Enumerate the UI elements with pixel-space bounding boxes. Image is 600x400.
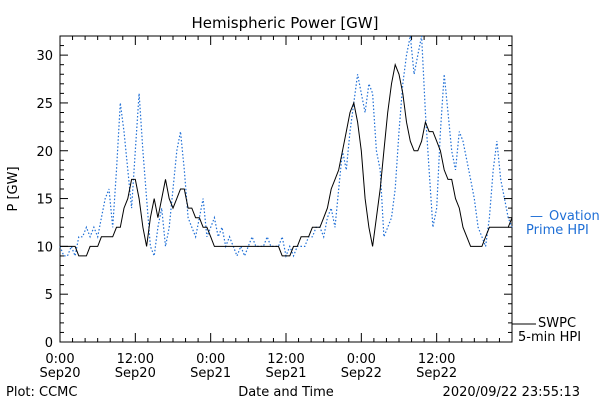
x-tick-label-date: Sep22 [416,366,457,381]
y-tick-label: 10 [36,240,53,255]
x-tick-label-date: Sep21 [265,366,306,381]
legend-swpc-line1: SWPC [538,316,576,331]
legend-ovation: — Ovation Prime HPI [526,209,600,238]
y-axis: 0 5 10 15 20 25 30 [36,35,512,351]
plot-frame [59,35,513,343]
series-lines [59,35,513,259]
y-tick-label: 15 [36,193,53,208]
x-axis: 0:00Sep2012:00Sep200:00Sep2112:00Sep210:… [39,36,513,381]
x-tick-label-time: 0:00 [347,352,376,367]
legend-ovation-line2: Prime HPI [526,223,589,238]
y-tick-label: 0 [45,336,53,351]
y-tick-label: 25 [36,97,53,112]
x-tick-label-time: 12:00 [267,352,304,367]
x-tick-label-date: Sep21 [190,366,231,381]
legend-ovation-line1: Ovation [549,209,600,224]
x-tick-label-time: 0:00 [196,352,225,367]
x-tick-label-date: Sep22 [341,366,382,381]
y-tick-label: 20 [36,145,53,160]
footer-timestamp: 2020/09/22 23:55:13 [443,385,580,400]
legend-swpc-line2: 5-min HPI [518,330,581,345]
chart-title: Hemispheric Power [GW] [192,14,379,32]
footer-plot-credit: Plot: CCMC [6,385,77,400]
legend-ovation-dash: — [530,209,543,224]
x-axis-label: Date and Time [238,385,334,400]
x-tick-label-date: Sep20 [39,366,80,381]
x-tick-label-time: 0:00 [45,352,74,367]
legend-swpc: SWPC 5-min HPI [512,316,581,345]
y-tick-label: 30 [36,49,53,64]
x-tick-label-time: 12:00 [418,352,455,367]
y-tick-label: 5 [45,288,53,303]
y-axis-label: P [GW] [6,166,21,211]
ovation-prime-hpi-line [59,35,513,259]
swpc-hpi-line [60,62,513,257]
x-tick-label-date: Sep20 [115,366,156,381]
x-tick-label-time: 12:00 [117,352,154,367]
